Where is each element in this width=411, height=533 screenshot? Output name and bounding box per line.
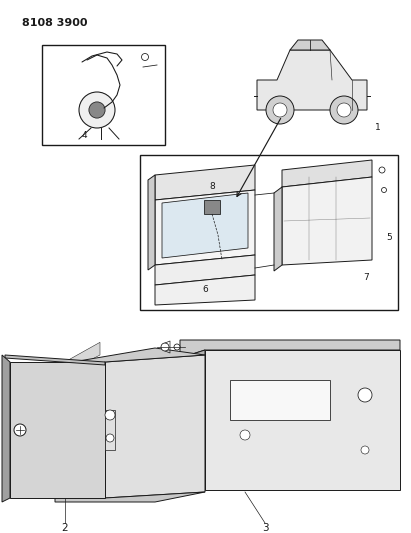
Text: 2: 2 [62,523,68,533]
Circle shape [273,103,287,117]
Polygon shape [282,160,372,187]
Circle shape [141,53,148,61]
Polygon shape [205,350,400,490]
Polygon shape [230,380,330,420]
Text: 7: 7 [363,273,369,282]
Text: 8: 8 [209,182,215,191]
Polygon shape [55,470,205,502]
Circle shape [381,188,386,192]
Polygon shape [5,355,105,365]
Circle shape [161,343,169,351]
Polygon shape [180,340,400,358]
Polygon shape [55,461,100,480]
Circle shape [105,410,115,420]
Polygon shape [10,362,105,498]
Circle shape [266,96,294,124]
Circle shape [106,434,114,442]
Circle shape [361,446,369,454]
Bar [140,155,398,310]
Text: 8108 3900: 8108 3900 [22,18,88,28]
Text: 1: 1 [375,123,381,132]
Polygon shape [155,255,255,285]
Polygon shape [155,165,255,200]
Circle shape [379,167,385,173]
Polygon shape [2,355,10,502]
Circle shape [89,102,105,118]
Circle shape [240,430,250,440]
Circle shape [330,96,358,124]
Polygon shape [155,275,255,305]
Polygon shape [155,190,255,265]
Circle shape [14,424,26,436]
Polygon shape [180,350,205,490]
Polygon shape [274,187,282,271]
Polygon shape [55,378,100,405]
Polygon shape [55,432,100,445]
Text: 6: 6 [202,285,208,294]
Text: 4: 4 [81,131,87,140]
Circle shape [79,92,115,128]
Circle shape [358,388,372,402]
Circle shape [337,103,351,117]
Bar [105,410,115,450]
Polygon shape [105,355,205,498]
Polygon shape [257,50,367,110]
Polygon shape [282,177,372,265]
Text: 5: 5 [386,233,392,242]
Circle shape [174,344,180,350]
Polygon shape [290,40,330,50]
Bar [204,200,220,214]
Polygon shape [55,348,205,382]
Polygon shape [55,360,100,392]
Polygon shape [55,414,100,432]
Polygon shape [162,193,248,258]
Text: 3: 3 [262,523,268,533]
Polygon shape [55,447,100,462]
Polygon shape [148,175,155,270]
Polygon shape [55,474,100,498]
Bar [42,45,165,145]
Polygon shape [55,342,100,378]
Polygon shape [55,396,100,418]
